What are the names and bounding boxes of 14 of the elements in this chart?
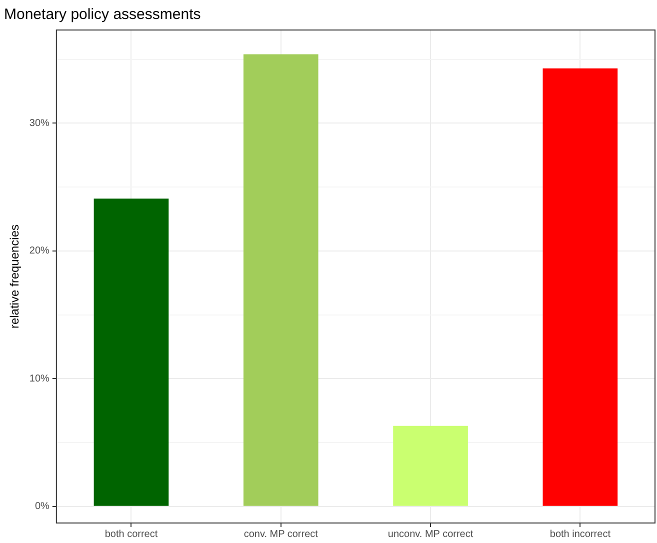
y-tick-label: 0%: [34, 501, 50, 512]
x-tick-label: both correct: [104, 528, 158, 540]
y-axis-title: relative frequencies: [8, 224, 22, 329]
x-tick-label: both incorrect: [550, 528, 611, 540]
y-tick-label: 20%: [29, 246, 50, 257]
y-tick-label: 10%: [29, 373, 50, 384]
bar: [243, 54, 318, 506]
x-tick-label: conv. MP correct: [244, 528, 318, 540]
bar: [393, 426, 468, 506]
chart-title: Monetary policy assessments: [4, 6, 201, 24]
bar: [542, 68, 618, 506]
bar: [94, 198, 169, 506]
y-tick-label: 30%: [29, 118, 50, 129]
x-tick-label: unconv. MP correct: [388, 528, 474, 540]
